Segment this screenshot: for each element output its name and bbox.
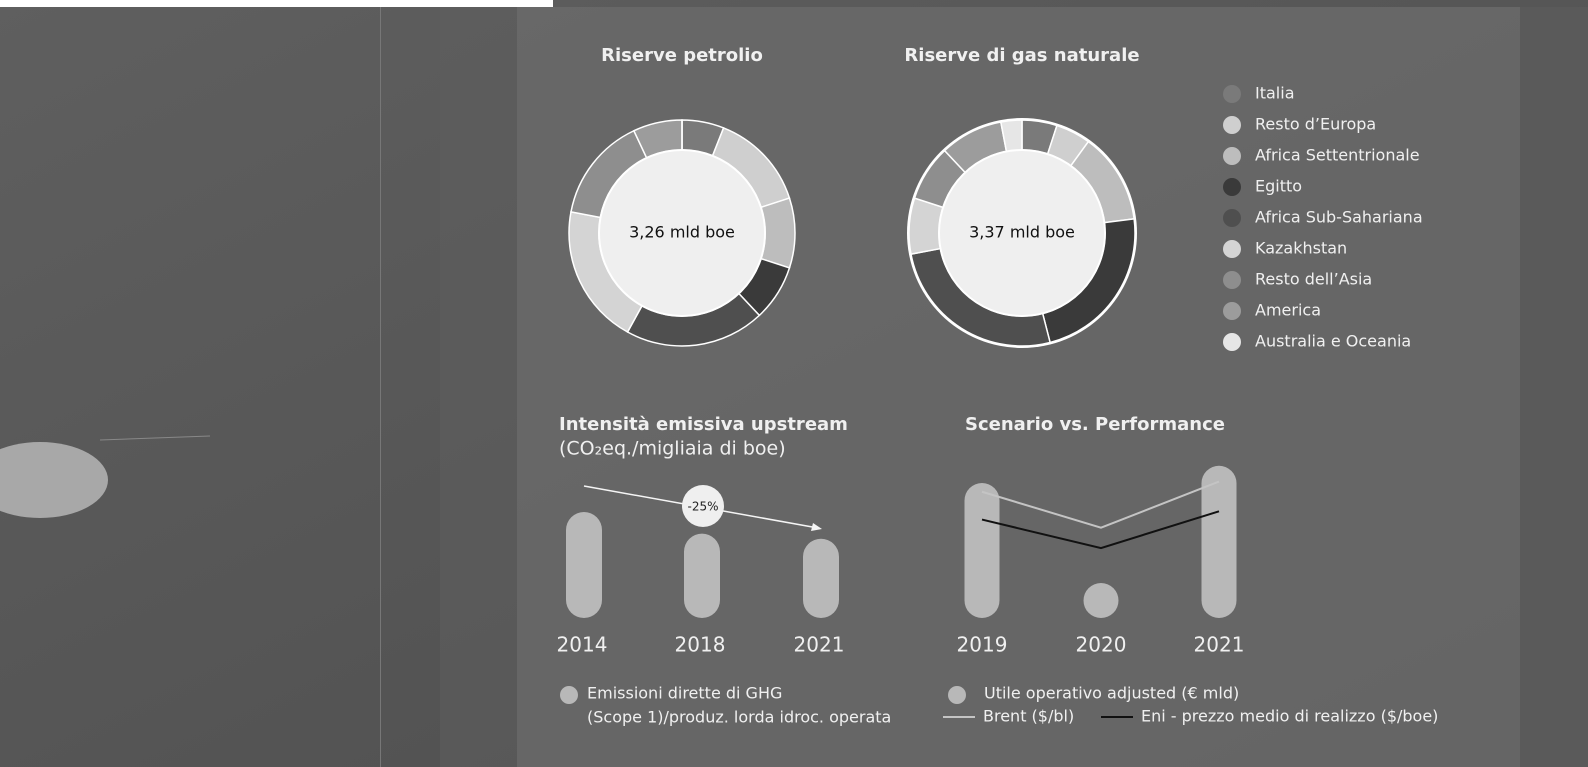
legend-label: Australia e Oceania <box>1255 332 1411 351</box>
x-tick-label: 2019 <box>957 633 1008 657</box>
legend-label: Italia <box>1255 84 1295 103</box>
legend-label: Emissioni dirette di GHG <box>587 684 782 703</box>
legend-label: (Scope 1)/produz. lorda idroc. operata <box>587 708 891 727</box>
center-label: 3,37 mld boe <box>969 223 1075 242</box>
donut-segment <box>759 197 796 269</box>
legend-label: Resto d’Europa <box>1255 115 1376 134</box>
arrow-head <box>811 523 822 531</box>
divider <box>380 7 381 767</box>
legend-swatch <box>948 686 966 704</box>
annotation: -25% <box>687 500 718 514</box>
top-strip <box>0 0 553 7</box>
legend-swatch <box>1223 209 1241 227</box>
bar <box>566 512 602 618</box>
chart-subtitle: (CO₂eq./migliaia di boe) <box>559 438 786 460</box>
bar <box>1083 583 1119 618</box>
legend-label: America <box>1255 301 1321 320</box>
legend-label: Africa Sub-Sahariana <box>1255 208 1423 227</box>
legend-label: Kazakhstan <box>1255 239 1347 258</box>
legend-swatch <box>1223 178 1241 196</box>
legend-label: Brent ($/bl) <box>983 707 1074 726</box>
legend-label: Eni - prezzo medio di realizzo ($/boe) <box>1141 707 1438 726</box>
chart-title: Riserve di gas naturale <box>904 45 1139 66</box>
annotation-bubble <box>682 485 724 527</box>
line <box>981 510 1220 550</box>
x-tick-label: 2020 <box>1076 633 1127 657</box>
center-label: 3,26 mld boe <box>629 223 735 242</box>
chart-title: Riserve petrolio <box>601 45 763 66</box>
x-tick-label: 2014 <box>557 633 608 657</box>
legend-swatch <box>1223 271 1241 289</box>
donut-segment <box>908 197 945 256</box>
legend-swatch <box>1223 302 1241 320</box>
legend-label: Africa Settentrionale <box>1255 146 1420 165</box>
bar <box>1201 465 1237 618</box>
x-tick-label: 2021 <box>794 633 845 657</box>
legend-swatch <box>1223 85 1241 103</box>
chart-title: Intensità emissiva upstream <box>559 414 848 435</box>
bar <box>684 533 720 618</box>
legend-label: Egitto <box>1255 177 1302 196</box>
x-tick-label: 2018 <box>675 633 726 657</box>
legend-swatch <box>1223 333 1241 351</box>
legend-label: Resto dell’Asia <box>1255 270 1372 289</box>
legend-swatch <box>1223 147 1241 165</box>
legend-label: Utile operativo adjusted (€ mld) <box>984 684 1239 703</box>
boat <box>0 442 108 518</box>
bar <box>964 483 1000 618</box>
legend-swatch <box>1223 116 1241 134</box>
donut-hole <box>598 149 766 317</box>
x-tick-label: 2021 <box>1194 633 1245 657</box>
legend-swatch <box>560 686 578 704</box>
bar <box>803 538 839 618</box>
line <box>981 480 1220 529</box>
legend-swatch <box>1223 240 1241 258</box>
boat-rope <box>99 435 211 441</box>
panel-fade <box>440 7 517 767</box>
donut-hole <box>938 149 1106 317</box>
right-panel <box>1520 7 1588 767</box>
chart-title: Scenario vs. Performance <box>965 414 1225 435</box>
